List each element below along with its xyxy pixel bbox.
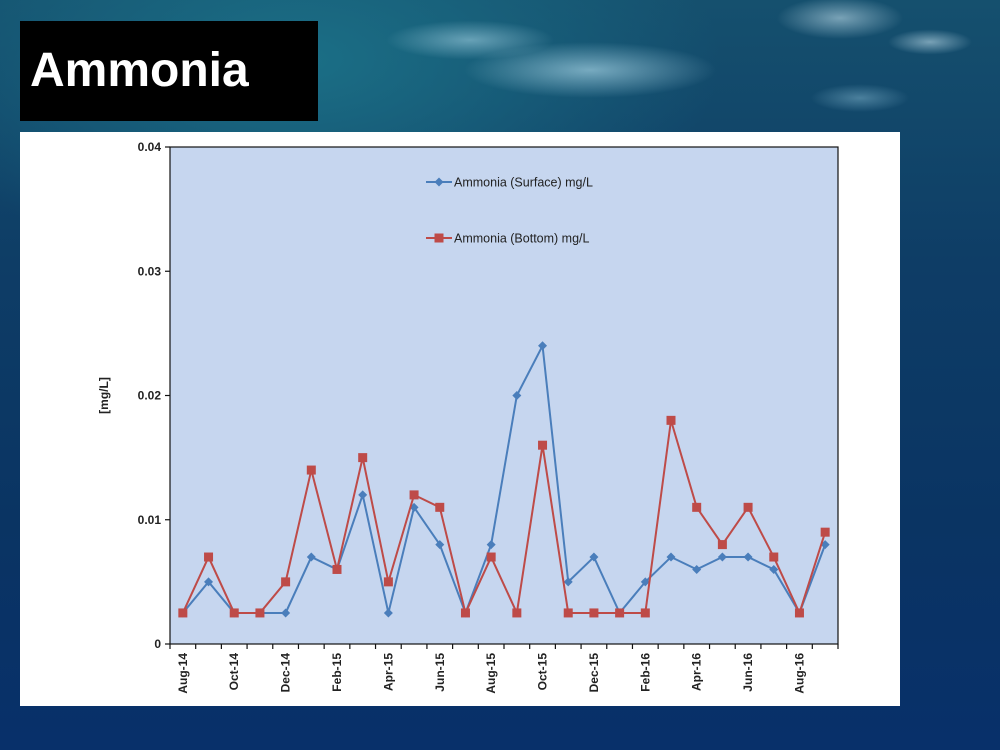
- data-point: [692, 564, 702, 574]
- data-point: [820, 540, 830, 550]
- data-point: [358, 453, 368, 463]
- series-surface: [178, 341, 830, 618]
- data-point: [589, 608, 599, 618]
- data-point: [383, 577, 393, 587]
- data-point: [255, 608, 265, 618]
- series-layer: [178, 341, 830, 618]
- data-point: [538, 440, 548, 450]
- legend-marker: [434, 233, 444, 243]
- data-point: [820, 527, 830, 537]
- x-tick-label: Aug-15: [484, 653, 498, 694]
- x-tick-label: Dec-14: [279, 653, 293, 693]
- data-point: [281, 577, 291, 587]
- chart-panel: 0 0.01 0.02 0.03 0.04 Aug-14 Oct-14 Dec-14 Feb-1…: [20, 132, 900, 706]
- y-tick-label: 0.01: [138, 513, 162, 527]
- slide-title: Ammonia: [30, 44, 249, 97]
- x-tick-label: Oct-15: [536, 653, 550, 691]
- data-point: [769, 552, 779, 562]
- data-point: [383, 608, 393, 618]
- data-point: [229, 608, 239, 618]
- data-point: [204, 552, 214, 562]
- series-bottom: [178, 415, 830, 618]
- plot-area: [169, 146, 839, 645]
- legend: Ammonia (Surface) mg/L Ammonia (Bottom) m…: [426, 176, 593, 246]
- data-point: [640, 577, 650, 587]
- ammonia-line-chart: 0 0.01 0.02 0.03 0.04 Aug-14 Oct-14 Dec-14 Feb-1…: [97, 140, 839, 694]
- data-point: [563, 577, 573, 587]
- data-point: [435, 540, 445, 550]
- data-point: [717, 540, 727, 550]
- x-tick-label: Apr-15: [381, 653, 395, 691]
- data-point: [409, 490, 419, 500]
- x-tick-label: Jun-15: [433, 653, 447, 692]
- y-tick-label: 0.04: [138, 140, 162, 154]
- data-point: [563, 608, 573, 618]
- y-tick-label: 0: [154, 637, 161, 651]
- data-point: [743, 552, 753, 562]
- data-point: [512, 391, 522, 400]
- x-tick-label: Apr-16: [690, 653, 704, 691]
- data-point: [717, 552, 727, 562]
- data-point: [743, 502, 753, 512]
- x-tick-label: Dec-15: [587, 653, 601, 693]
- x-tick-label: Aug-16: [792, 653, 806, 694]
- data-point: [486, 540, 496, 550]
- data-point: [512, 608, 522, 618]
- data-point: [332, 564, 342, 574]
- data-point: [358, 490, 368, 500]
- axes: 0 0.01 0.02 0.03 0.04 Aug-14 Oct-14 Dec-14 Feb-1…: [138, 140, 839, 694]
- data-point: [204, 577, 214, 587]
- data-point: [281, 608, 291, 618]
- x-tick-label: Feb-15: [330, 653, 344, 692]
- slide-title-box: Ammonia: [20, 21, 318, 121]
- legend-label: Ammonia (Bottom) mg/L: [454, 232, 590, 246]
- data-point: [794, 608, 804, 618]
- data-point: [538, 341, 548, 351]
- series-line: [181, 420, 827, 617]
- y-axis-label: [mg/L]: [97, 377, 111, 414]
- data-point: [666, 552, 676, 562]
- x-tick-label: Aug-14: [176, 653, 190, 694]
- data-point: [435, 502, 445, 512]
- y-tick-label: 0.02: [138, 389, 162, 403]
- data-point: [486, 552, 496, 562]
- x-tick-label: Feb-16: [638, 653, 652, 692]
- series-line: [182, 342, 827, 616]
- x-tick-label: Jun-16: [741, 653, 755, 692]
- data-point: [460, 608, 470, 618]
- y-tick-label: 0.03: [138, 264, 162, 278]
- legend-label: Ammonia (Surface) mg/L: [454, 176, 593, 190]
- data-point: [692, 502, 702, 512]
- data-point: [306, 552, 316, 562]
- data-point: [640, 608, 650, 618]
- legend-marker: [434, 177, 444, 187]
- x-tick-label: Oct-14: [227, 653, 241, 691]
- data-point: [178, 608, 188, 618]
- data-point: [589, 552, 599, 562]
- data-point: [769, 564, 779, 574]
- data-point: [306, 465, 316, 475]
- data-point: [666, 415, 676, 425]
- data-point: [615, 608, 625, 618]
